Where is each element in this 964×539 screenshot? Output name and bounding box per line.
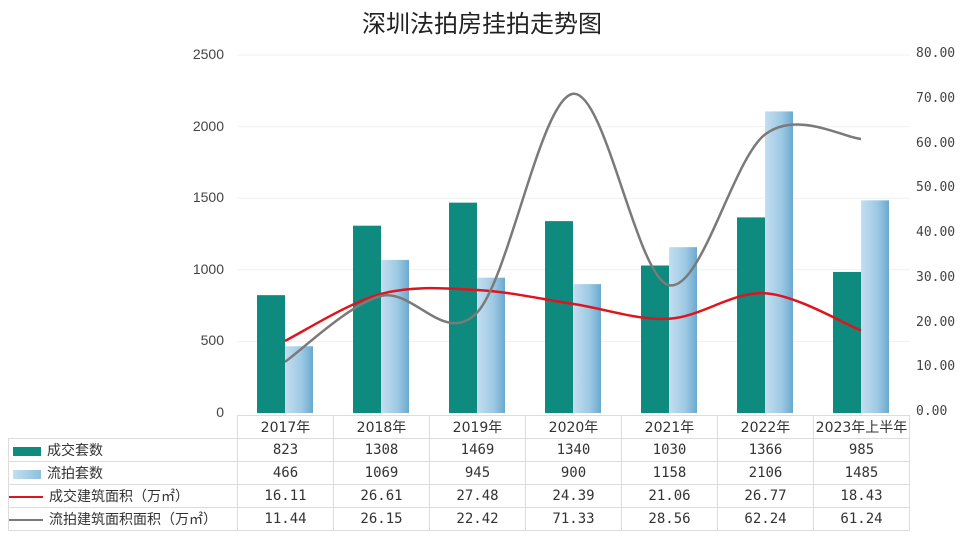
table-cell: 27.48 xyxy=(429,484,526,508)
table-cell: 2106 xyxy=(717,461,814,485)
bar-deal-count xyxy=(737,217,765,413)
table-header-category: 2021年 xyxy=(621,415,718,439)
left-axis-tick: 2500 xyxy=(192,46,224,62)
table-cell: 1030 xyxy=(621,438,718,462)
table-cell: 823 xyxy=(237,438,334,462)
legend-label: 成交套数 xyxy=(47,443,103,459)
bar-failed-count xyxy=(477,277,505,413)
data-table: 2017年 2018年 2019年 2020年 2021年 2022年 2023年上半年 成交… xyxy=(8,415,910,531)
bar-failed-count xyxy=(765,111,793,413)
table-row: 流拍建筑面积面积（万㎡） 11.44 26.15 22.42 71.33 28.56 62.… xyxy=(8,507,910,531)
table-row: 流拍套数 466 1069 945 900 1158 2106 1485 xyxy=(8,461,910,485)
table-cell: 1069 xyxy=(333,461,430,485)
left-axis-tick: 0 xyxy=(216,404,224,420)
table-cell: 61.24 xyxy=(813,507,910,531)
table-cell: 26.77 xyxy=(717,484,814,508)
table-cell: 26.15 xyxy=(333,507,430,531)
table-cell: 466 xyxy=(237,461,334,485)
bar-deal-count xyxy=(257,295,285,413)
left-axis-tick: 1000 xyxy=(192,260,224,277)
table-header-category: 2018年 xyxy=(333,415,430,439)
right-axis-tick: 50.00 xyxy=(916,180,956,196)
legend-label: 流拍建筑面积面积（万㎡） xyxy=(49,512,217,528)
bar-deal-count xyxy=(641,265,669,413)
table-cell: 1158 xyxy=(621,461,718,485)
legend-label: 流拍套数 xyxy=(47,466,103,482)
right-axis-tick: 0.00 xyxy=(916,404,948,419)
table-cell: 900 xyxy=(525,461,622,485)
left-axis-tick: 2000 xyxy=(192,117,224,134)
bar-failed-count xyxy=(381,259,409,413)
left-axis-tick: 500 xyxy=(200,332,224,349)
table-cell: 71.33 xyxy=(525,507,622,531)
right-axis-tick: 40.00 xyxy=(916,225,956,240)
table-header-category: 2020年 xyxy=(525,415,622,439)
left-axis-tick: 1500 xyxy=(192,189,224,206)
legend-swatch-icon xyxy=(13,469,41,479)
table-row: 成交建筑面积（万㎡） 16.11 26.61 27.48 24.39 21.06 26.77… xyxy=(8,484,910,508)
legend-swatch-icon xyxy=(13,446,41,456)
legend-swatch-icon xyxy=(9,496,43,498)
table-row: 成交套数 823 1308 1469 1340 1030 1366 985 xyxy=(8,438,910,462)
table-cell: 26.61 xyxy=(333,484,430,508)
bar-deal-count xyxy=(833,271,861,413)
table-cell: 1469 xyxy=(429,438,526,462)
table-header-category: 2023年上半年 xyxy=(813,415,910,439)
bar-deal-count xyxy=(545,221,573,413)
table-cell: 22.42 xyxy=(429,507,526,531)
right-axis-tick: 80.00 xyxy=(916,46,956,61)
table-cell: 1308 xyxy=(333,438,430,462)
table-header-category: 2017年 xyxy=(237,415,334,439)
bar-failed-count xyxy=(669,247,697,413)
legend-swatch-icon xyxy=(9,519,43,521)
table-cell: 1340 xyxy=(525,438,622,462)
right-axis-tick: 70.00 xyxy=(916,90,956,106)
right-axis-tick: 60.00 xyxy=(916,135,956,151)
right-axis-tick: 10.00 xyxy=(916,359,956,375)
right-axis-tick: 30.00 xyxy=(916,269,956,285)
right-axis-tick: 20.00 xyxy=(916,314,956,330)
table-cell: 945 xyxy=(429,461,526,485)
table-cell: 11.44 xyxy=(237,507,334,531)
table-cell: 28.56 xyxy=(621,507,718,531)
bar-deal-count xyxy=(353,225,381,413)
line-deal-area xyxy=(284,286,862,343)
table-cell: 985 xyxy=(813,438,910,462)
chart-title: 深圳法拍房挂拍走势图 xyxy=(362,10,602,38)
table-header-category: 2022年 xyxy=(717,415,814,439)
table-cell: 16.11 xyxy=(237,484,334,508)
legend-label: 成交建筑面积（万㎡） xyxy=(49,489,189,505)
table-header-category: 2019年 xyxy=(429,415,526,439)
table-cell: 1366 xyxy=(717,438,814,462)
bar-series xyxy=(257,111,889,413)
table-cell: 62.24 xyxy=(717,507,814,531)
bar-deal-count xyxy=(449,202,477,413)
table-cell: 1485 xyxy=(813,461,910,485)
table-cell: 21.06 xyxy=(621,484,718,508)
bar-failed-count xyxy=(861,200,889,413)
table-cell: 18.43 xyxy=(813,484,910,508)
line-failed-area xyxy=(284,92,862,363)
bar-failed-count xyxy=(285,346,313,413)
line-series xyxy=(284,92,862,363)
table-cell: 24.39 xyxy=(525,484,622,508)
